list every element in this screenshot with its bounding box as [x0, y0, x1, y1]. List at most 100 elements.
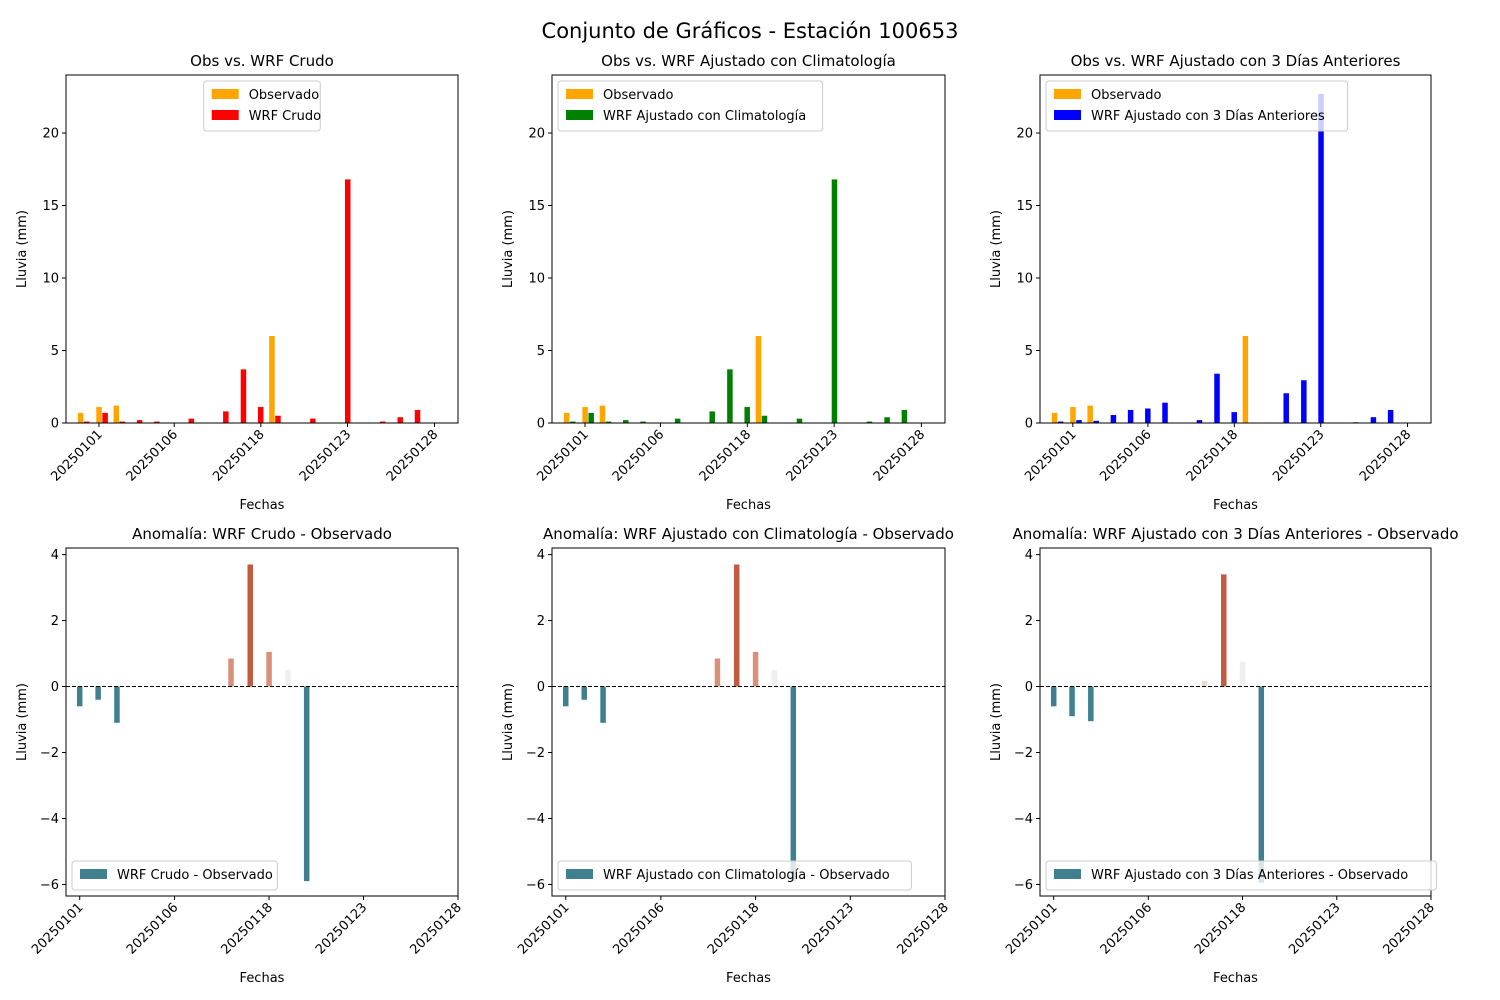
- y-axis-label: Lluvia (mm): [15, 683, 30, 761]
- chart-panel-1: Obs vs. WRF Crudo 0 5 10 15 20 20250101 2025010…: [15, 52, 459, 513]
- bar-wrf-20250124: [831, 179, 838, 423]
- legend-entry: WRF Ajustado con 3 Días Anteriores: [1091, 109, 1325, 124]
- y-tick-label: 2: [537, 614, 545, 629]
- x-tick-label: 20250101: [534, 427, 591, 484]
- bar-anomalia-20250121: [790, 686, 797, 882]
- y-tick-label: −2: [1014, 746, 1033, 761]
- x-tick-label: 20250118: [705, 900, 762, 957]
- legend-swatch: [211, 110, 239, 120]
- bar-wrf-20250104: [623, 420, 629, 423]
- y-tick-label: −2: [40, 746, 59, 761]
- chart-panel-5: Anomalía: WRF Ajustado con Climatología …: [501, 525, 954, 986]
- panel-title: Anomalía: WRF Ajustado con Climatología …: [543, 525, 954, 543]
- bar-anomalia-20250120: [285, 670, 291, 687]
- x-axis-label: Fechas: [240, 971, 285, 986]
- legend-entry: Observado: [603, 88, 674, 103]
- bar-anomalia-20250103: [1088, 686, 1094, 722]
- bar-wrf-20250119: [1231, 412, 1237, 423]
- y-tick-label: 5: [51, 344, 59, 359]
- bar-wrf-20250117: [709, 411, 715, 423]
- bar-anomalia-20250118: [733, 564, 740, 687]
- bar-anomalia-20250117: [228, 658, 234, 687]
- y-tick-label: 4: [51, 548, 59, 563]
- bar-wrf-20250128: [901, 409, 908, 423]
- bar-wrf-20250101: [83, 421, 90, 423]
- legend: Observado WRF Ajustado con 3 Días Anterio…: [1045, 80, 1349, 132]
- y-tick-label: −2: [526, 746, 545, 761]
- x-axis-label: Fechas: [726, 498, 771, 513]
- y-tick-label: 0: [1025, 417, 1033, 432]
- chart-panel-4: Anomalía: WRF Crudo - Observado −6 −4 −2 0 2 4…: [15, 525, 465, 986]
- bar-wrf-20250118: [240, 369, 247, 423]
- panel-title: Obs vs. WRF Crudo: [190, 52, 334, 70]
- y-tick-label: −6: [1014, 878, 1033, 893]
- legend-swatch: [211, 89, 239, 99]
- chart-panel-3: Obs vs. WRF Ajustado con 3 Días Anterior…: [989, 52, 1432, 513]
- bar-wrf-20250122: [310, 418, 316, 423]
- panel-title: Anomalía: WRF Crudo - Observado: [132, 525, 392, 543]
- bars: [1051, 93, 1394, 423]
- bar-wrf-20250123: [1301, 380, 1307, 423]
- legend: Observado WRF Crudo: [203, 80, 321, 132]
- x-tick-label: 20250101: [29, 900, 86, 957]
- axes-frame: [551, 74, 946, 424]
- y-tick-label: 5: [1025, 344, 1033, 359]
- axes-frame: [65, 74, 459, 424]
- y-axis-label: Lluvia (mm): [501, 683, 516, 761]
- bar-wrf-20250127: [397, 417, 404, 423]
- bar-wrf-20250102: [1076, 420, 1082, 423]
- bar-wrf-20250104: [136, 420, 143, 423]
- chart-panel-2: Obs vs. WRF Ajustado con Climatología 0 5 1…: [501, 52, 946, 513]
- x-tick-label: 20250118: [210, 427, 267, 484]
- legend-entry: Observado: [1091, 88, 1162, 103]
- bar-anomalia-20250101: [1050, 686, 1057, 707]
- bar-wrf-20250118: [727, 369, 733, 423]
- bar-wrf-20250101: [569, 421, 576, 423]
- bar-anomalia-20250121: [303, 686, 310, 882]
- legend-frame: [1045, 860, 1437, 891]
- y-tick-label: 0: [51, 680, 59, 695]
- x-tick-label: 20250101: [48, 427, 105, 484]
- y-tick-label: 20: [42, 127, 59, 142]
- bar-wrf-20250101: [1057, 421, 1064, 423]
- legend-swatch: [566, 89, 593, 99]
- bar-observado-20250101: [1051, 412, 1058, 423]
- x-tick-label: 20250123: [1270, 427, 1327, 484]
- bar-wrf-20250128: [414, 409, 421, 423]
- bar-anomalia-20250102: [95, 686, 101, 700]
- legend-swatch: [1054, 869, 1081, 879]
- bar-anomalia-20250118: [247, 564, 253, 687]
- bar-anomalia-20250101: [563, 686, 569, 707]
- bar-wrf-20250119: [744, 407, 750, 423]
- y-axis-label: Lluvia (mm): [15, 210, 30, 288]
- legend-entry: WRF Crudo: [249, 109, 321, 124]
- y-tick-label: 4: [1025, 548, 1033, 563]
- legend-entry: WRF Ajustado con Climatología: [603, 109, 806, 124]
- bar-wrf-20250120: [761, 415, 768, 423]
- x-tick-label: 20250128: [1380, 900, 1437, 957]
- bar-wrf-20250108: [188, 418, 195, 423]
- legend-entry: WRF Crudo - Observado: [117, 868, 273, 883]
- y-tick-label: −4: [40, 812, 59, 827]
- y-tick-label: 10: [1016, 272, 1033, 287]
- y-tick-label: −6: [526, 878, 545, 893]
- bar-wrf-20250120: [275, 415, 281, 423]
- bar-observado-20250101: [77, 412, 84, 423]
- bar-anomalia-20250117: [714, 658, 721, 687]
- legend: WRF Crudo - Observado: [71, 860, 278, 891]
- bar-wrf-20250124: [344, 179, 351, 423]
- x-tick-label: 20250123: [800, 900, 857, 957]
- x-tick-label: 20250123: [784, 427, 841, 484]
- y-tick-label: 15: [528, 199, 545, 214]
- x-tick-label: 20250106: [1097, 427, 1154, 484]
- bar-observado-20250120: [269, 336, 275, 423]
- figure-title: Conjunto de Gráficos - Estación 100653: [542, 19, 959, 43]
- x-tick-label: 20250101: [1003, 900, 1060, 957]
- y-tick-label: 15: [42, 199, 59, 214]
- bar-wrf-20250127: [884, 417, 890, 423]
- bars: [77, 179, 421, 423]
- x-tick-label: 20250128: [407, 900, 464, 957]
- bar-anomalia-20250117: [1201, 680, 1208, 687]
- legend: Observado WRF Ajustado con Climatología: [557, 80, 824, 132]
